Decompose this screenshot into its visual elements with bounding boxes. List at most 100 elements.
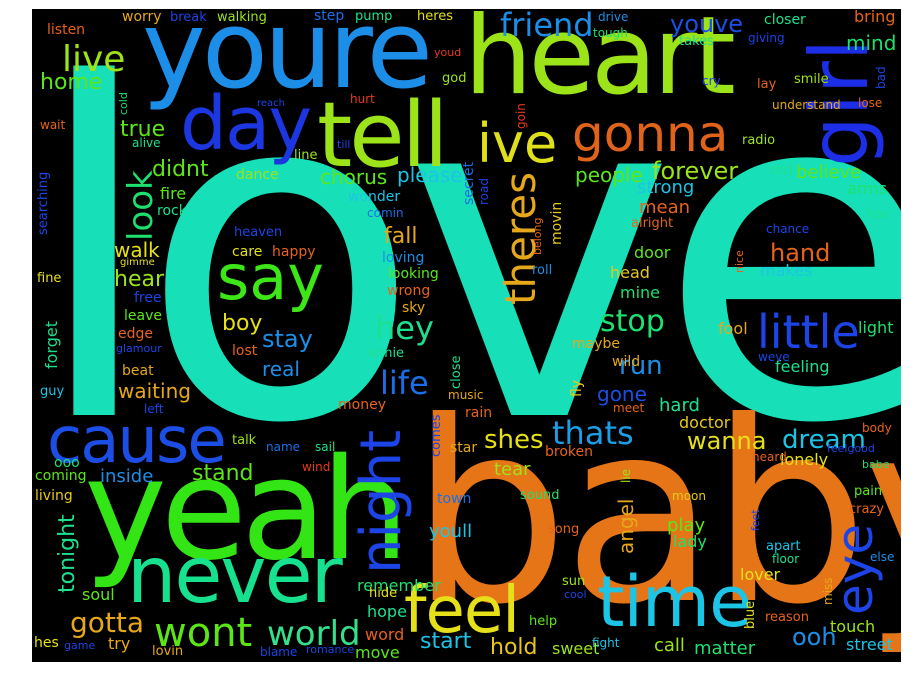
word-tear: tear: [494, 459, 531, 480]
word-happy: happy: [272, 244, 316, 260]
word-name: name: [266, 440, 301, 454]
word-takes: takes: [679, 34, 714, 49]
word-romance: romance: [306, 643, 355, 656]
word-free: free: [134, 290, 162, 306]
word-mind: mind: [846, 31, 897, 55]
word-youd: youd: [434, 46, 462, 59]
word-giving: giving: [748, 31, 785, 45]
word-fine: fine: [37, 271, 62, 286]
word-play: play: [667, 515, 706, 536]
word-angel: angel: [614, 498, 638, 555]
word-red: red: [770, 162, 793, 178]
word-lie: lie: [619, 468, 633, 483]
word-remember: remember: [357, 576, 441, 595]
word-break: break: [170, 10, 207, 25]
word-goin: goin: [514, 103, 528, 129]
word-hey: hey: [375, 309, 434, 347]
word-ive: ive: [477, 112, 558, 175]
word-youre: youre: [142, 9, 433, 113]
word-rock: rock: [157, 203, 187, 219]
word-dream: dream: [782, 425, 866, 455]
word-leave: leave: [124, 308, 162, 324]
word-lay: lay: [757, 77, 777, 92]
word-arms: arms: [847, 179, 888, 198]
word-mine: mine: [620, 283, 661, 302]
word-sky: sky: [402, 300, 426, 316]
word-edge: edge: [118, 326, 153, 342]
word-town: town: [437, 491, 472, 507]
word-maybe: maybe: [572, 336, 621, 352]
word-move: move: [355, 643, 400, 662]
word-chance: chance: [766, 222, 810, 236]
word-cause: cause: [47, 404, 227, 478]
word-pain: pain: [854, 484, 883, 499]
word-yeah: yeah: [84, 429, 410, 592]
word-feeling: feeling: [775, 357, 830, 376]
word-never: never: [127, 531, 343, 621]
word-stop: stop: [600, 304, 665, 339]
word-hes: hes: [34, 635, 59, 651]
word-care: care: [232, 244, 263, 260]
word-touch: touch: [830, 617, 876, 636]
word-money: money: [338, 397, 386, 413]
word-comin: comin: [367, 206, 404, 220]
word-believe: believe: [796, 162, 862, 183]
word-hurt: hurt: [350, 92, 375, 106]
word-night: night: [349, 429, 414, 574]
word-hard: hard: [659, 395, 700, 416]
word-gotta: gotta: [70, 606, 145, 639]
word-till: till: [337, 138, 351, 151]
word-life: life: [380, 364, 429, 402]
word-weve: weve: [758, 350, 790, 364]
word-pump: pump: [355, 9, 393, 24]
word-song: song: [548, 522, 580, 537]
word-comes: comes: [429, 414, 444, 457]
word-ooh: ooh: [792, 623, 837, 651]
word-tonight: tonight: [55, 514, 80, 593]
word-gimme: gimme: [120, 257, 155, 268]
word-lost: lost: [232, 343, 258, 359]
word-alive: alive: [132, 136, 161, 150]
word-fire: fire: [160, 184, 187, 203]
word-cold: cold: [117, 92, 130, 115]
word-babe: babe: [862, 458, 890, 471]
word-waiting: waiting: [118, 379, 191, 403]
word-gonna: gonna: [572, 105, 729, 163]
word-stand: stand: [192, 461, 254, 486]
word-time: time: [597, 561, 752, 643]
word-understand: understand: [772, 98, 841, 112]
word-hide: hide: [369, 586, 398, 601]
word-hand: hand: [770, 239, 831, 267]
word-doctor: doctor: [679, 413, 731, 432]
word-day: day: [180, 81, 312, 167]
word-rain: rain: [465, 405, 493, 421]
word-glamour: glamour: [116, 342, 162, 355]
word-love: love: [32, 9, 901, 524]
word-world: world: [267, 614, 361, 654]
word-walk: walk: [114, 238, 160, 262]
word-mean: mean: [639, 197, 691, 218]
word-loving: loving: [382, 250, 425, 266]
word-didnt: didnt: [152, 157, 209, 182]
word-gone: gone: [597, 382, 647, 406]
word-wont: wont: [154, 610, 253, 656]
word-heart: heart: [464, 9, 736, 119]
word-fight: fight: [592, 636, 620, 650]
word-secret: secret: [461, 161, 477, 205]
word-crazy: crazy: [849, 502, 884, 517]
word-fool: fool: [718, 319, 748, 338]
word-true: true: [120, 117, 166, 142]
word-beat: beat: [122, 363, 154, 379]
word-light: light: [858, 318, 894, 337]
word-people: people: [575, 163, 643, 187]
word-meet: meet: [613, 401, 645, 415]
word-lovin: lovin: [152, 644, 184, 659]
word-little: little: [757, 305, 860, 359]
word-blue: blue: [743, 600, 758, 629]
word-music: music: [448, 388, 484, 402]
word-movin: movin: [549, 201, 565, 245]
word-wind: wind: [302, 460, 331, 474]
word-closer: closer: [764, 12, 806, 28]
word-bring: bring: [854, 9, 896, 26]
word-makes: makes: [760, 261, 813, 280]
